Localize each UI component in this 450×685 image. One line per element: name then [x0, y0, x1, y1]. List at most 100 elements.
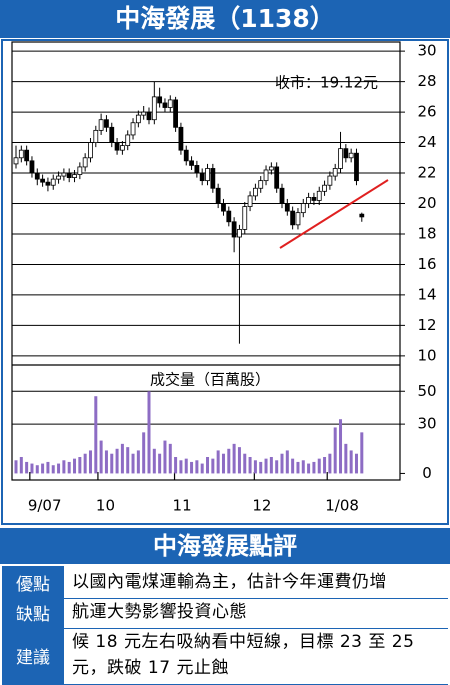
volume-bar: [30, 463, 34, 474]
volume-bar: [285, 450, 289, 474]
candle-body: [322, 184, 327, 192]
volume-bar: [339, 419, 343, 474]
review-row: 缺點 航運大勢影響投資心態: [2, 596, 448, 629]
review-key: 缺點: [2, 596, 64, 629]
candle-body: [210, 168, 216, 189]
y-tick-label: 26: [417, 103, 436, 121]
volume-bar: [168, 443, 172, 474]
candle-body: [167, 99, 173, 108]
candle-body: [72, 174, 77, 178]
volume-bar: [67, 461, 71, 474]
y-tick-label: 22: [417, 164, 436, 182]
volume-bar: [94, 396, 98, 474]
candle-body: [189, 160, 194, 166]
chart: 收市：19.12元 成交量（百萬股） 10 12 14 16 18 20 22 24 26 28 3…: [1, 39, 449, 525]
volume-bar: [110, 453, 114, 474]
volume-bar: [317, 458, 321, 474]
volume-bar: [152, 448, 156, 474]
volume-bar: [269, 457, 273, 474]
volume-bar: [184, 458, 188, 474]
review-key: 建議: [2, 626, 64, 685]
review-text: 航運大勢影響投資心態: [64, 596, 448, 629]
candle-body: [231, 221, 237, 238]
volume-bar: [237, 447, 241, 474]
candle-body: [183, 149, 189, 162]
volume-bar: [126, 447, 130, 474]
volume-bar: [195, 460, 199, 474]
volume-bar: [211, 458, 215, 474]
candle-body: [66, 172, 72, 178]
volume-bar: [232, 443, 236, 474]
volume-bar: [221, 453, 225, 474]
volume-bar: [51, 465, 55, 474]
y-tick-label: 18: [417, 224, 436, 242]
volume-bar: [259, 461, 263, 474]
volume-bar: [253, 460, 257, 474]
candle-body: [13, 157, 19, 165]
volume-bar: [35, 465, 39, 474]
y2-tick-label: 0: [422, 464, 432, 482]
candle-body: [173, 99, 179, 128]
volume-bar: [227, 448, 231, 474]
candle-body: [205, 168, 210, 182]
volume-bar: [301, 460, 305, 474]
volume-bar: [78, 457, 82, 474]
candle-body: [178, 126, 184, 151]
candle-body: [221, 203, 226, 212]
trend-line: [279, 179, 389, 249]
x-tick-label: 10: [96, 497, 115, 515]
volume-bar: [136, 450, 140, 474]
candle-body: [125, 134, 131, 147]
chart-frame: [1, 39, 449, 525]
volume-bar: [73, 458, 77, 474]
volume-bar: [88, 450, 92, 474]
candle-body: [199, 172, 205, 182]
candle-body: [354, 152, 359, 182]
volume-bar: [275, 460, 279, 474]
candle-body: [263, 169, 269, 182]
chart-title: 中海發展（1138）: [0, 0, 450, 38]
volume-bar: [19, 457, 23, 474]
candle-body: [295, 212, 301, 226]
volume-bar: [360, 432, 364, 474]
candle-body: [194, 165, 200, 174]
candle-body: [252, 187, 258, 197]
volume-bar: [307, 463, 311, 474]
review-row: 建議候 18 元左右吸納看中短線，目標 23 至 25 元，跌破 17 元止蝕: [2, 626, 448, 685]
volume-bar: [120, 443, 124, 474]
candle-body: [258, 180, 264, 189]
candle-body: [348, 152, 354, 159]
candle-body: [104, 119, 109, 128]
volume-bar: [99, 440, 103, 474]
volume-bar: [200, 463, 204, 474]
volume-bar: [328, 453, 332, 474]
candle-body: [61, 172, 67, 177]
candle-body: [130, 122, 136, 136]
volume-bar: [46, 461, 50, 474]
candle-body: [82, 157, 88, 168]
volume-bar: [142, 432, 146, 474]
candle-body: [98, 119, 104, 131]
volume-bar: [323, 457, 327, 474]
y-tick-label: 14: [417, 285, 436, 303]
candle-body: [50, 178, 56, 186]
volume-bar: [206, 457, 210, 474]
candle-body: [311, 197, 317, 201]
candle-body: [242, 206, 248, 230]
x-tick-label: 11: [173, 497, 192, 515]
volume-bar: [248, 457, 252, 474]
candle-body: [290, 210, 296, 226]
candle-body: [284, 203, 290, 212]
candle-body: [300, 203, 306, 214]
candle-body: [338, 148, 343, 169]
y-tick-label: 30: [417, 42, 436, 60]
candle-body: [274, 166, 280, 189]
x-tick-label: 1/08: [325, 497, 359, 515]
candle-body: [120, 145, 125, 151]
volume-bar: [158, 453, 162, 474]
volume-bar: [174, 457, 178, 474]
candle-body: [93, 129, 99, 143]
candle-body: [332, 168, 338, 177]
y-tick-label: 10: [417, 346, 436, 364]
